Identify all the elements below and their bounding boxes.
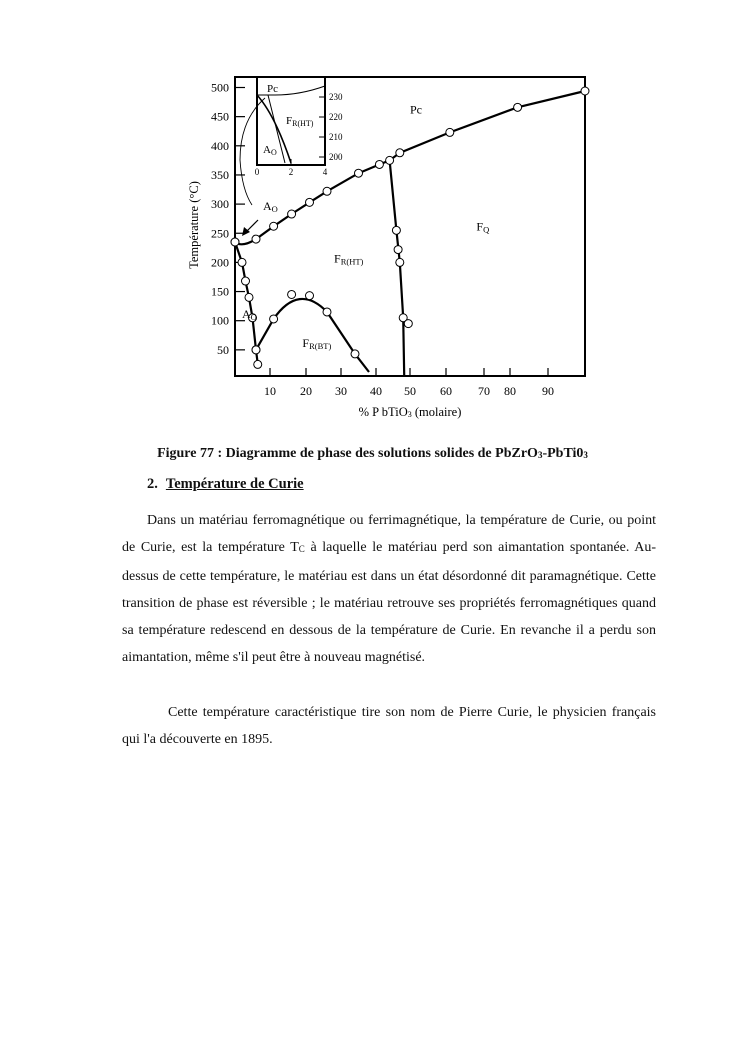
x-tick-label: 30 [335, 384, 347, 398]
inset-y-tick-label: 230 [329, 92, 343, 102]
mpb-boundary [388, 160, 406, 377]
y-axis-label: Température (°C) [187, 181, 201, 269]
arrow-head-icon [242, 227, 250, 236]
section-number: 2. [147, 476, 158, 492]
data-point [398, 313, 408, 323]
fr-bt-boundary [255, 297, 370, 373]
y-tick-label: 500 [211, 81, 229, 95]
data-point [248, 313, 257, 323]
data-point [445, 127, 455, 137]
paragraph: Cette température caractéristique tire s… [122, 705, 656, 747]
x-tick-label: 40 [370, 384, 382, 398]
data-point [237, 257, 247, 267]
data-point [269, 314, 279, 324]
data-point [322, 186, 332, 196]
data-point [241, 276, 250, 286]
data-point [251, 234, 261, 244]
inset-region-label: AO [263, 144, 277, 157]
x-tick-label: 10 [264, 384, 276, 398]
data-point [244, 292, 254, 302]
paragraph: Dans un matériau ferromagnétique ou ferr… [122, 513, 657, 665]
data-point [269, 221, 279, 231]
y-tick-label: 150 [211, 285, 229, 299]
region-label: FR(BT) [302, 336, 331, 351]
data-point [305, 197, 314, 207]
y-tick-label: 250 [211, 226, 229, 240]
y-tick-label: 400 [211, 139, 229, 153]
data-point [287, 209, 297, 219]
inset-fr-boundary [267, 94, 286, 164]
x-axis-label: % P bTiO3 (molaire) [359, 405, 462, 419]
x-tick-label: 20 [300, 384, 312, 398]
section-title: Température de Curie [165, 476, 304, 492]
section-heading: 2. Température de Curie [147, 476, 304, 493]
x-tick-label: 80 [504, 384, 516, 398]
y-tick-label: 350 [211, 168, 229, 182]
y-tick-label: 450 [211, 110, 229, 124]
data-point [354, 168, 363, 178]
y-tick-label: 100 [211, 314, 229, 328]
region-label: FQ [476, 219, 489, 234]
data-point [305, 291, 314, 301]
data-point [350, 349, 360, 359]
inset-pc-boundary [257, 85, 326, 96]
x-tick-label: 60 [440, 384, 452, 398]
inset-leader-line [239, 97, 266, 206]
y-tick-label: 300 [211, 197, 229, 211]
data-point [374, 159, 384, 169]
data-point [395, 148, 405, 158]
inset-x-tick-label: 0 [255, 167, 260, 177]
data-point [251, 345, 261, 355]
data-point [391, 225, 401, 235]
data-point [385, 155, 395, 165]
data-point [230, 237, 240, 247]
x-tick-label: 90 [542, 384, 554, 398]
region-label: AO [242, 307, 257, 322]
inset-y-tick-label: 210 [329, 132, 343, 142]
y-tick-label: 50 [217, 343, 229, 357]
inset-y-tick-label: 200 [329, 152, 343, 162]
region-label: FR(HT) [334, 251, 364, 266]
x-tick-label: 50 [404, 384, 416, 398]
data-point [287, 289, 297, 299]
region-label: Pc [410, 103, 422, 117]
region-label: AO [263, 199, 278, 214]
pointer-arrow [245, 219, 259, 233]
data-point [393, 245, 403, 255]
data-point [403, 319, 413, 329]
data-point [513, 102, 523, 112]
x-tick-label: 70 [478, 384, 490, 398]
y-tick-label: 200 [211, 255, 229, 269]
inset-frame [256, 76, 326, 166]
data-point [395, 257, 405, 267]
inset-x-tick-label: 2 [289, 167, 294, 177]
data-point [580, 86, 590, 96]
figure-caption: Figure 77 : Diagramme de phase des solut… [157, 446, 588, 461]
data-point [322, 307, 332, 317]
inset-region-label: FR(HT) [286, 115, 314, 128]
inset-region-label: Pc [267, 83, 278, 95]
inset-y-tick-label: 220 [329, 112, 343, 122]
inset-x-tick-label: 4 [323, 167, 328, 177]
data-point [253, 359, 263, 369]
